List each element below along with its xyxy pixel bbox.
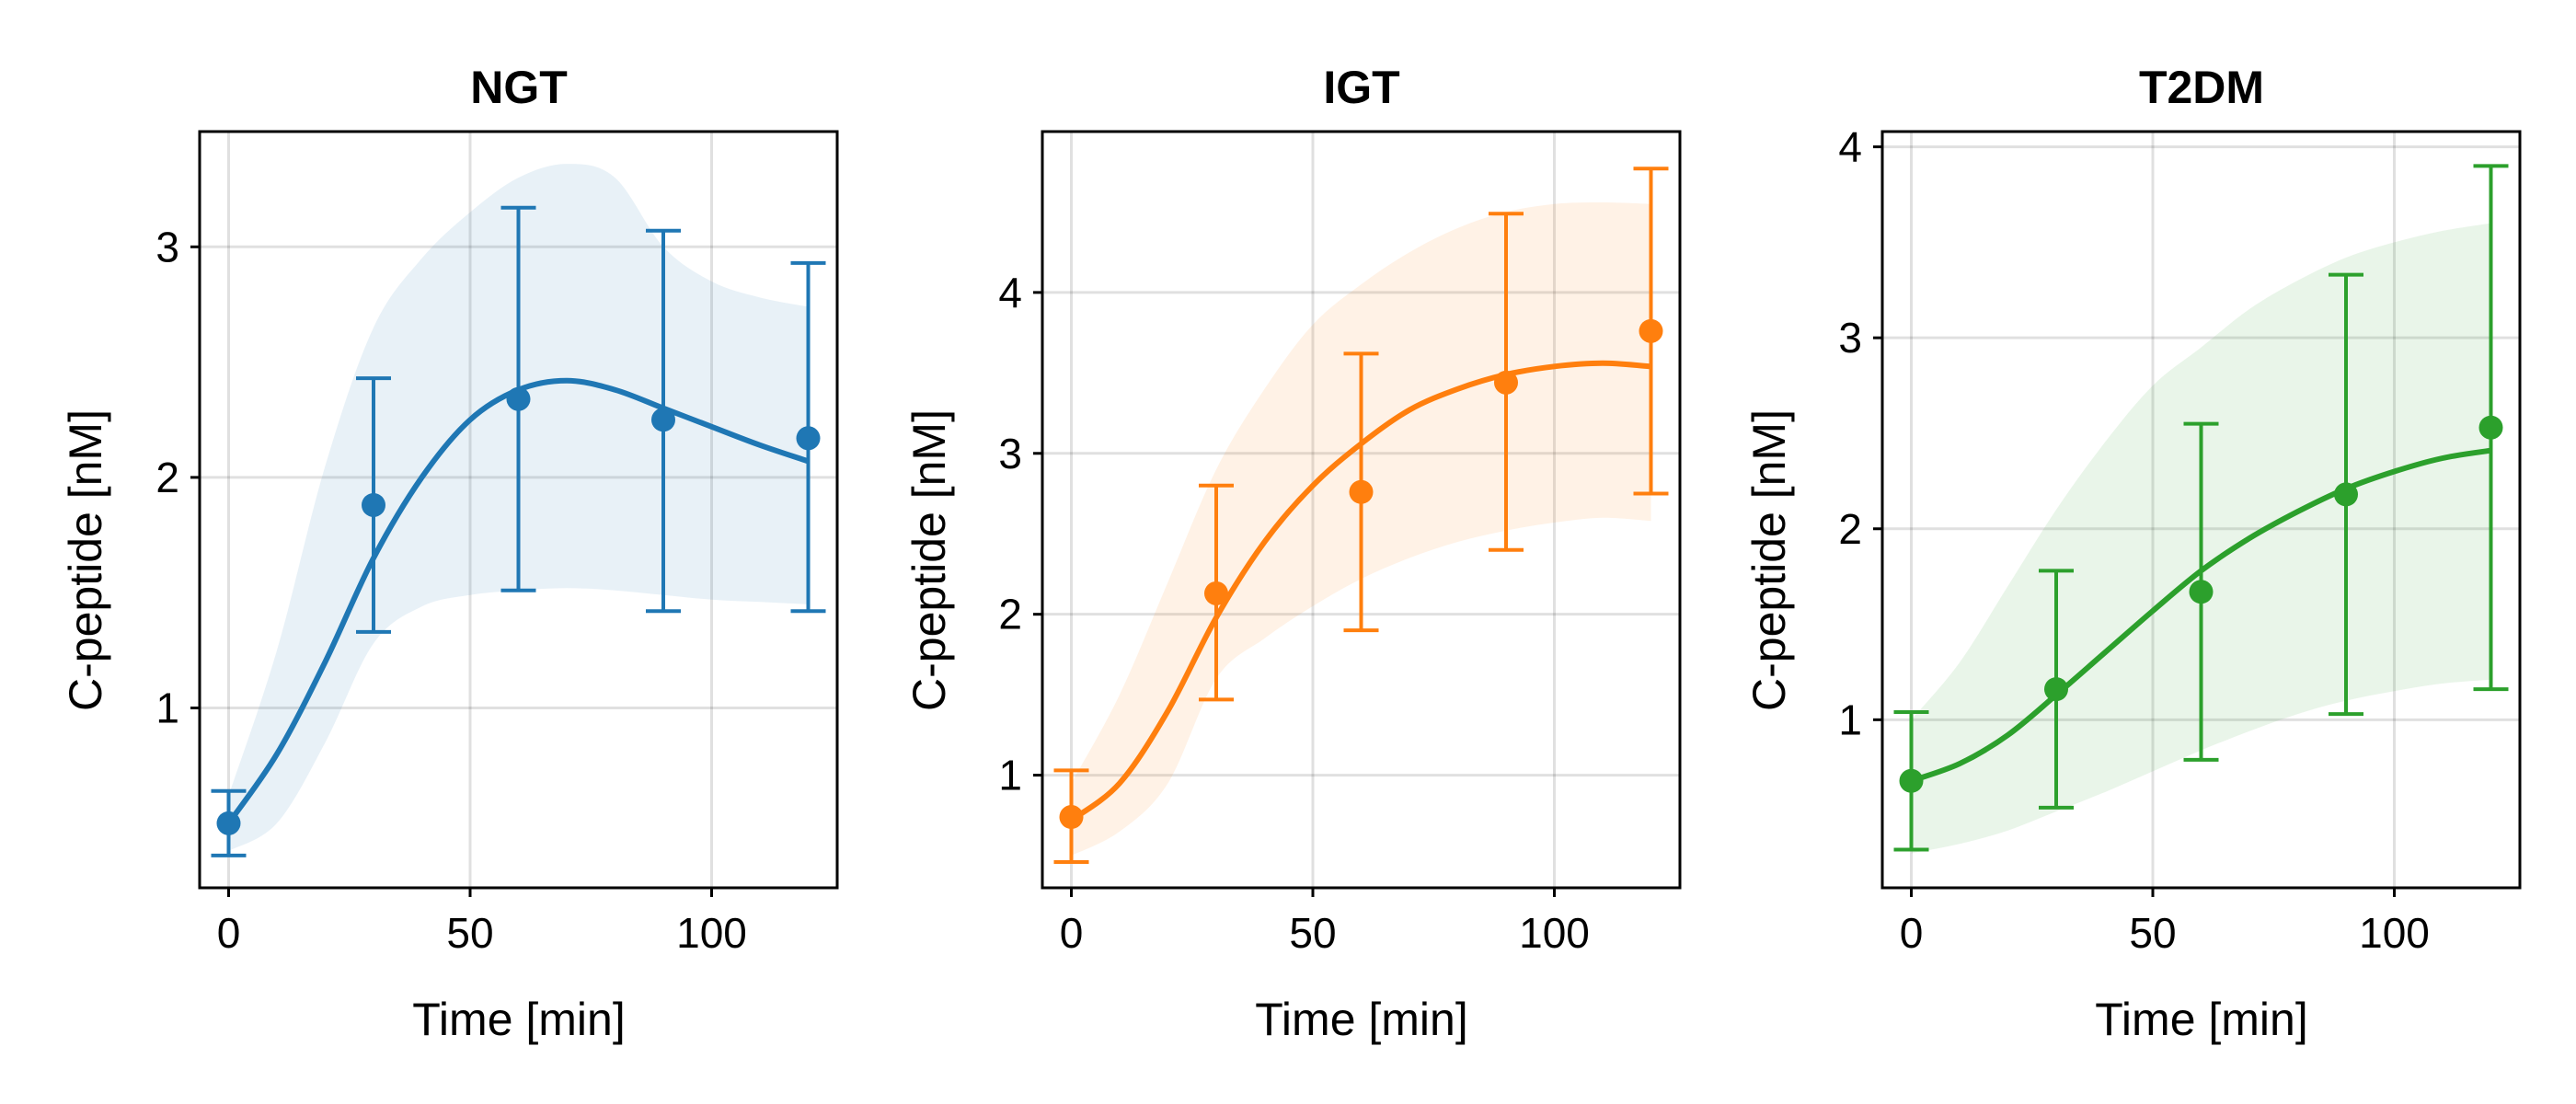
x-tick-label: 50 (1289, 909, 1336, 957)
panel-t2dm: T2DM Time [min] C-peptide [nM] 0 50 100 1 2 3… (1743, 62, 2522, 1045)
data-point (1349, 479, 1374, 504)
x-tick-label: 100 (2359, 909, 2430, 957)
data-point (1494, 370, 1518, 395)
y-tick-label: 3 (998, 430, 1022, 477)
x-axis-label: Time [min] (1255, 994, 1468, 1045)
panel-title: IGT (1323, 62, 1399, 113)
fit-line (1069, 360, 1651, 822)
plot-area (1882, 132, 2520, 888)
data-point (2478, 415, 2503, 440)
x-axis-label: Time [min] (412, 994, 626, 1045)
y-tick-label: 2 (1838, 505, 1862, 553)
data-point (2044, 677, 2068, 702)
data-point (1059, 805, 1084, 830)
data-point (216, 811, 241, 835)
data-point (362, 492, 385, 517)
data-point (796, 426, 821, 451)
y-tick-label: 1 (1838, 696, 1862, 743)
data-point (651, 408, 675, 432)
fit-line (1910, 447, 2491, 784)
axes-frame (1041, 130, 1682, 890)
data-point (2189, 580, 2214, 604)
plot-area (1042, 132, 1680, 888)
y-tick-label: 3 (1838, 314, 1862, 362)
y-tick-label: 2 (998, 591, 1022, 638)
axes-frame (1880, 130, 2522, 890)
data-point (506, 386, 531, 411)
axes-frame (198, 130, 839, 890)
y-tick-label: 4 (998, 269, 1022, 316)
x-axis-label: Time [min] (2095, 994, 2308, 1045)
data-point (2334, 482, 2358, 507)
panel-title: NGT (470, 62, 568, 113)
x-tick-label: 100 (1519, 909, 1590, 957)
x-tick-label: 0 (1900, 909, 1924, 957)
y-axis-label: C-peptide [nM] (60, 409, 111, 711)
data-point (1639, 318, 1663, 343)
y-tick-label: 3 (155, 223, 179, 270)
panel-igt: IGT Time [min] C-peptide [nM] 0 50 100 1 2 3 4 (903, 62, 1682, 1045)
fit-line (226, 377, 810, 825)
plot-area (200, 132, 837, 888)
x-tick-label: 50 (446, 909, 493, 957)
x-tick-label: 100 (676, 909, 747, 957)
y-tick-label: 4 (1838, 123, 1862, 171)
x-tick-label: 0 (1060, 909, 1084, 957)
panel-ngt: NGT Time [min] C-peptide [nM] 0 50 100 1 2 3 (60, 62, 839, 1045)
data-point (1899, 768, 1924, 793)
y-tick-label: 1 (998, 752, 1022, 799)
y-tick-label: 2 (155, 454, 179, 501)
y-axis-label: C-peptide [nM] (1743, 409, 1795, 711)
x-tick-label: 0 (217, 909, 241, 957)
y-tick-label: 1 (155, 684, 179, 732)
data-point (1204, 581, 1228, 605)
panel-title: T2DM (2139, 62, 2264, 113)
y-axis-label: C-peptide [nM] (903, 409, 955, 711)
x-tick-label: 50 (2129, 909, 2176, 957)
